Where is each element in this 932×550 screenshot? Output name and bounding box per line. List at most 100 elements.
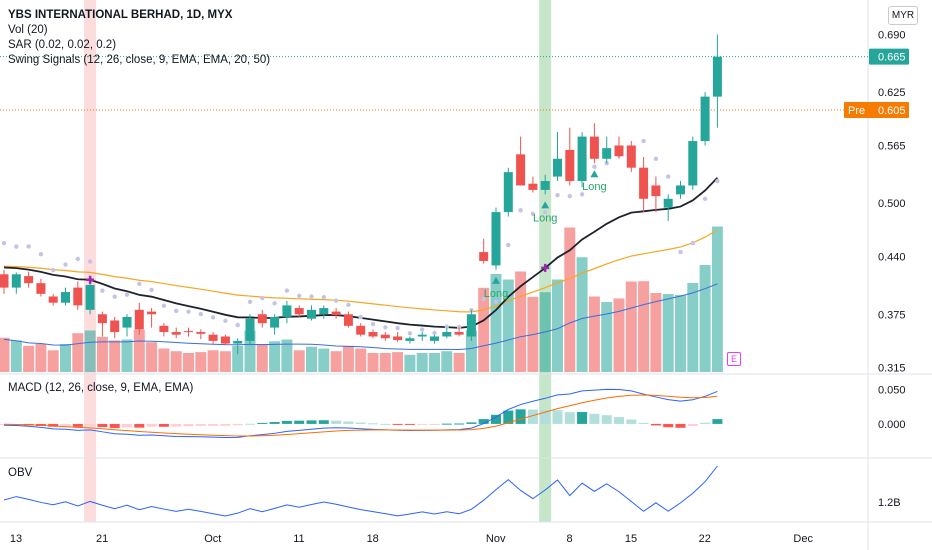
candle[interactable] [343,314,353,326]
candle[interactable] [663,198,673,208]
candle[interactable] [466,314,476,337]
macd-histogram-bar[interactable] [306,420,317,424]
volume-bar[interactable] [281,339,293,373]
candle[interactable] [442,332,452,337]
macd-legend[interactable]: MACD (12, 26, close, 9, EMA, EMA) [8,381,193,396]
candle[interactable] [503,172,513,213]
candle[interactable] [614,145,624,157]
volume-bar[interactable] [10,340,22,372]
currency-button[interactable]: MYR [888,6,918,25]
macd-histogram-bar[interactable] [601,415,612,424]
macd-histogram-bar[interactable] [552,410,563,424]
volume-bar[interactable] [404,354,416,372]
macd-histogram-bar[interactable] [527,409,538,424]
macd-histogram-bar[interactable] [331,420,342,424]
macd-histogram-bar[interactable] [626,419,637,424]
candle[interactable] [257,314,267,324]
volume-bar[interactable] [330,351,342,372]
candle[interactable] [589,136,599,159]
candle[interactable] [319,308,329,315]
volume-bar[interactable] [342,345,354,372]
macd-histogram-bar[interactable] [687,423,698,426]
macd-histogram-bar[interactable] [368,423,378,425]
volume-bar[interactable] [638,281,650,372]
candle[interactable] [0,274,9,288]
candle[interactable] [73,287,83,306]
volume-bar[interactable] [601,302,613,372]
candle[interactable] [134,309,144,330]
volume-bar[interactable] [687,283,699,372]
volume-bar[interactable] [60,344,71,372]
candle[interactable] [282,305,292,317]
macd-histogram-bar[interactable] [294,420,305,424]
volume-bar[interactable] [588,296,600,373]
macd-histogram-bar[interactable] [281,420,292,424]
macd-histogram-bar[interactable] [208,423,219,426]
volume-bar[interactable] [490,274,502,372]
macd-histogram-bar[interactable] [454,423,465,425]
macd-histogram-bar[interactable] [614,417,624,424]
candle[interactable] [491,212,501,266]
macd-histogram-bar[interactable] [220,423,231,426]
candle[interactable] [294,308,304,315]
macd-histogram-bar[interactable] [491,414,501,424]
candle[interactable] [48,296,58,303]
volume-bar[interactable] [392,352,404,372]
macd-histogram-bar[interactable] [318,420,329,424]
volume-bar[interactable] [121,339,133,373]
candle[interactable] [331,311,341,316]
volume-bar[interactable] [379,353,391,372]
macd-histogram-bar[interactable] [515,409,526,424]
candle[interactable] [270,316,280,328]
macd-histogram-bar[interactable] [650,423,661,426]
volume-bar[interactable] [306,346,317,372]
macd-histogram-bar[interactable] [269,421,280,424]
volume-bar[interactable] [170,351,182,372]
macd-histogram-bar[interactable] [257,422,268,424]
macd-histogram-bar[interactable] [72,423,83,427]
candle[interactable] [639,167,649,199]
candle[interactable] [380,334,390,339]
obv-legend[interactable]: OBV [8,466,32,481]
macd-histogram-bar[interactable] [638,423,649,425]
volume-bar[interactable] [232,345,244,372]
indicator-swing-label[interactable]: Swing Signals (12, 26, close, 9, EMA, EM… [8,54,271,66]
volume-bar[interactable] [219,351,231,372]
candle[interactable] [368,332,378,337]
candle[interactable] [540,181,550,190]
candle[interactable] [11,274,21,288]
macd-histogram-bar[interactable] [503,410,514,424]
candle[interactable] [454,332,464,335]
candle[interactable] [208,334,218,341]
candle[interactable] [405,338,415,341]
volume-bar[interactable] [355,348,367,373]
volume-bar[interactable] [293,350,305,372]
macd-histogram-bar[interactable] [60,423,71,427]
candle[interactable] [24,276,34,284]
macd-histogram-bar[interactable] [48,423,59,427]
indicator-volume-label[interactable]: Vol (20) [8,24,48,36]
macd-histogram-bar[interactable] [85,423,96,426]
candle[interactable] [85,284,95,310]
macd-histogram-bar[interactable] [97,423,108,428]
volume-bar[interactable] [675,295,686,372]
candle[interactable] [196,332,206,334]
volume-bar[interactable] [465,330,477,373]
candle[interactable] [245,318,255,341]
macd-histogram-bar[interactable] [134,423,145,428]
candle[interactable] [577,136,587,182]
volume-bar[interactable] [0,337,10,372]
volume-bar[interactable] [367,353,379,372]
macd-histogram-bar[interactable] [577,412,588,424]
volume-bar[interactable] [96,336,108,372]
macd-histogram-bar[interactable] [355,422,366,424]
candle[interactable] [602,148,612,159]
macd-histogram-bar[interactable] [675,423,686,428]
volume-bar[interactable] [711,226,723,373]
candle[interactable] [171,332,181,335]
candle[interactable] [528,183,538,190]
volume-bar[interactable] [47,350,59,372]
candle[interactable] [676,185,685,195]
candle[interactable] [147,311,157,315]
volume-bar[interactable] [146,342,158,372]
